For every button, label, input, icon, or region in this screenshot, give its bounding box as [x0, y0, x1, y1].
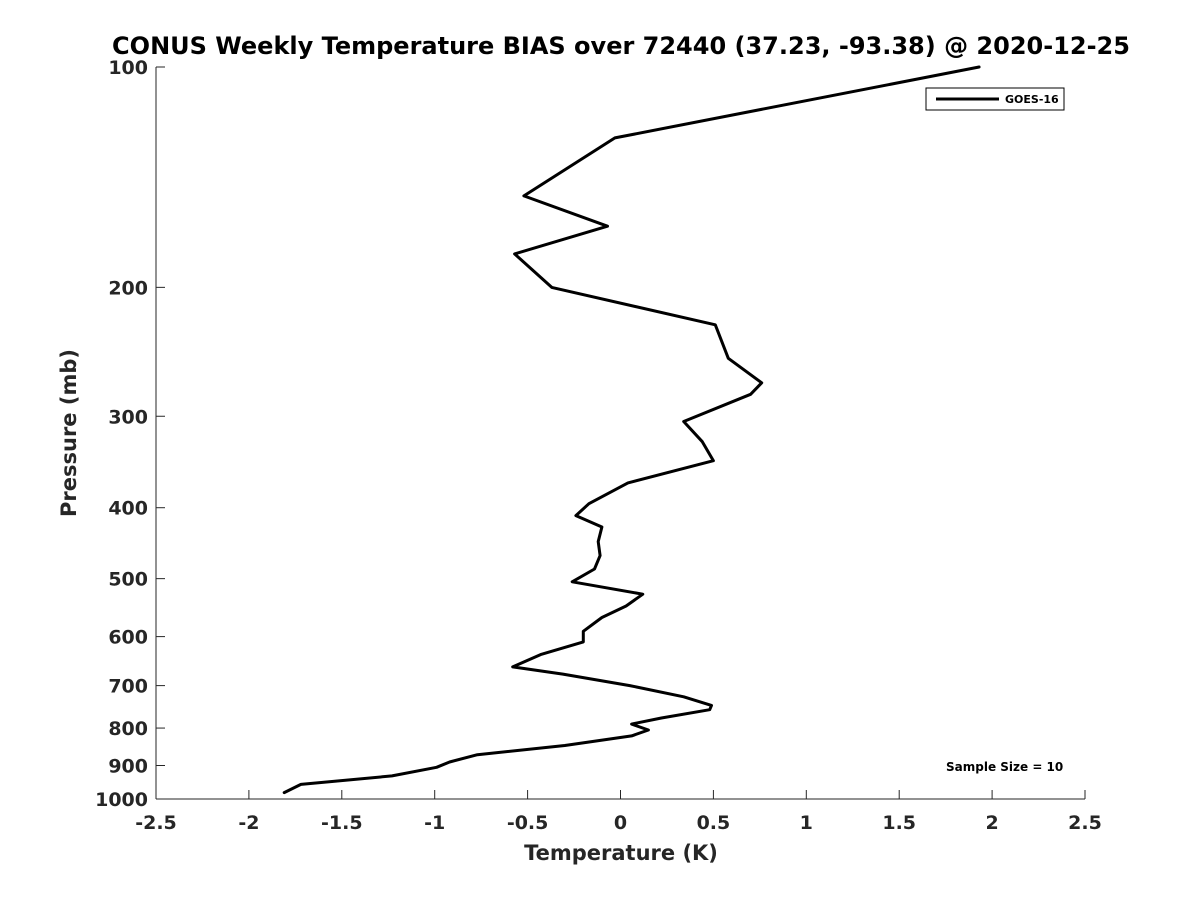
y-axis: 100 200 300 400 500 600 700 800 900 1000 — [95, 57, 165, 811]
x-tick-label: 1 — [800, 812, 813, 834]
x-tick-label: -2.5 — [135, 812, 177, 834]
y-tick-label: 400 — [108, 498, 148, 520]
series-group — [282, 65, 981, 795]
sample-size-annotation: Sample Size = 10 — [946, 760, 1063, 774]
y-tick-label: 100 — [108, 57, 148, 79]
x-tick-label: -0.5 — [507, 812, 549, 834]
y-tick-label: 1000 — [95, 789, 148, 811]
legend-label-goes-16: GOES-16 — [1005, 93, 1059, 106]
x-tick-label: 1.5 — [882, 812, 916, 834]
x-tick-label: 2.5 — [1068, 812, 1102, 834]
x-tick-label: -2 — [238, 812, 259, 834]
legend: GOES-16 — [925, 87, 1065, 111]
y-tick-label: 300 — [108, 406, 148, 428]
x-tick-label: -1.5 — [321, 812, 363, 834]
y-tick-label: 700 — [108, 676, 148, 698]
chart-title: CONUS Weekly Temperature BIAS over 72440… — [112, 32, 1130, 60]
x-axis: -2.5 -2 -1.5 -1 -0.5 0 0.5 1 1.5 2 2.5 — [135, 790, 1102, 834]
y-tick-label: 800 — [108, 718, 148, 740]
y-tick-label: 500 — [108, 569, 148, 591]
x-tick-label: 2 — [985, 812, 998, 834]
x-axis-label: Temperature (K) — [524, 841, 718, 865]
x-tick-label: -1 — [424, 812, 445, 834]
y-tick-label: 200 — [108, 277, 148, 299]
y-axis-label: Pressure (mb) — [57, 349, 81, 517]
plot-area — [156, 67, 1085, 799]
y-tick-label: 600 — [108, 627, 148, 649]
x-tick-label: 0.5 — [697, 812, 731, 834]
y-tick-label: 900 — [108, 756, 148, 778]
x-tick-label: 0 — [614, 812, 627, 834]
series-line-goes-16 — [282, 65, 981, 795]
